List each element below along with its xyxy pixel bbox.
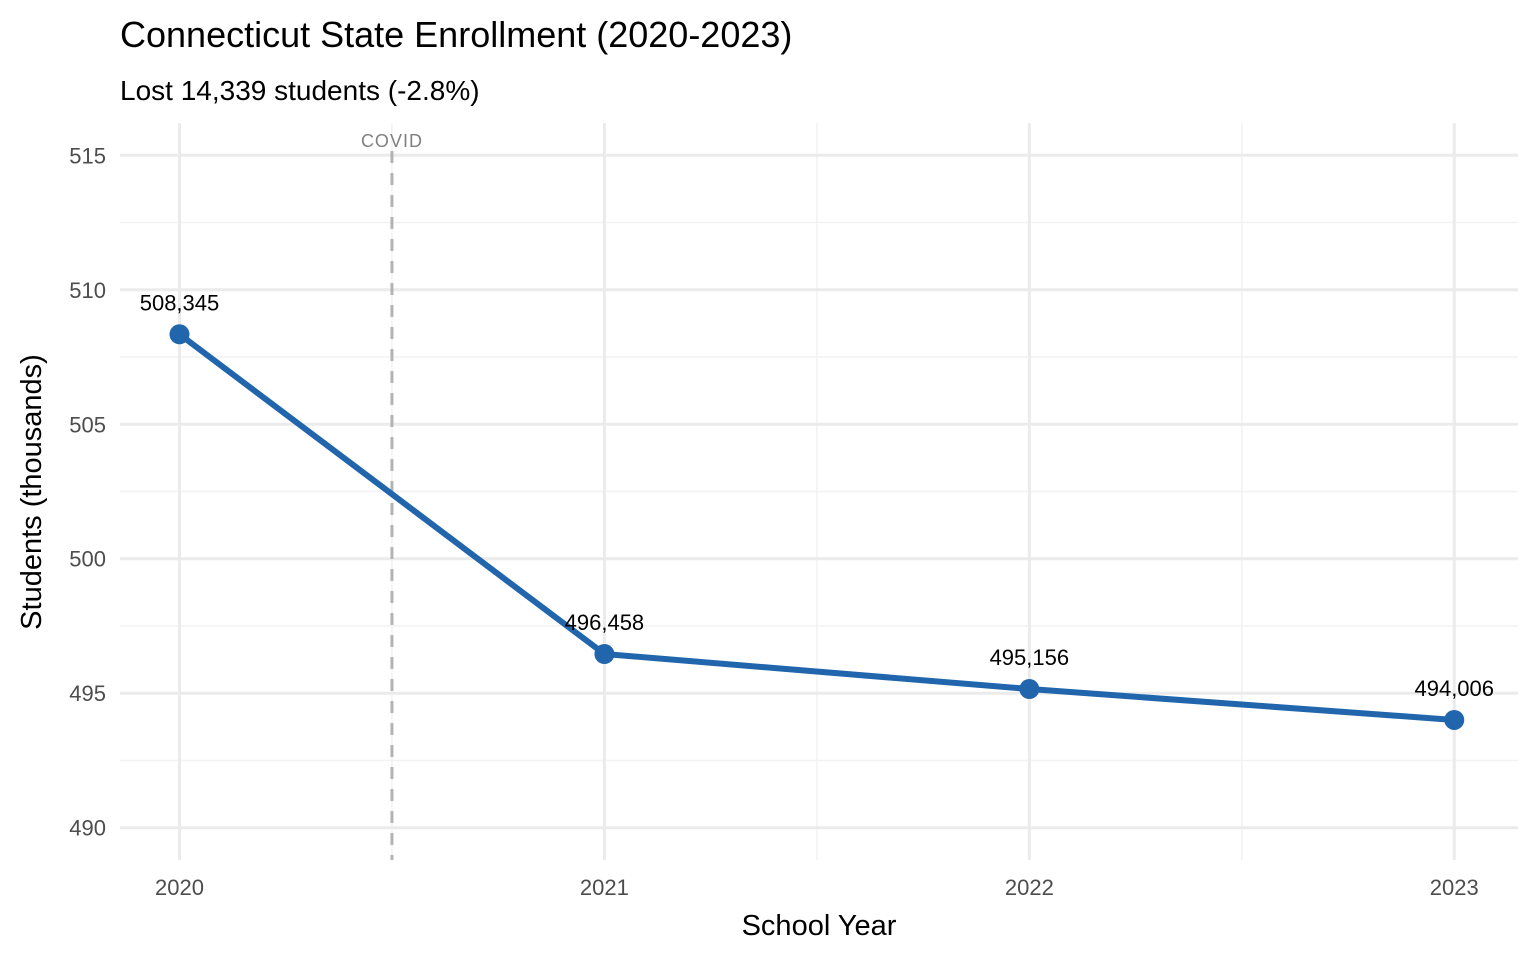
x-tick-label: 2020	[155, 875, 204, 900]
data-label: 495,156	[990, 645, 1070, 670]
y-axis-ticks: 490 495 500 505 510 515	[69, 143, 106, 840]
chart-subtitle: Lost 14,339 students (-2.8%)	[120, 75, 480, 106]
data-point	[594, 644, 615, 665]
data-label: 494,006	[1414, 676, 1494, 701]
y-tick-label: 500	[69, 547, 106, 572]
y-tick-label: 510	[69, 278, 106, 303]
y-tick-label: 505	[69, 412, 106, 437]
data-label: 496,458	[565, 610, 645, 635]
grid	[120, 123, 1518, 860]
covid-label: COVID	[361, 131, 423, 151]
x-tick-label: 2021	[580, 875, 629, 900]
x-axis-ticks: 2020 2021 2022 2023	[155, 875, 1479, 900]
data-point	[1019, 679, 1040, 700]
enrollment-line	[177, 331, 1455, 723]
y-tick-label: 490	[69, 816, 106, 841]
y-axis-title: Students (thousands)	[16, 354, 48, 630]
series: 508,345 496,458 495,156 494,006	[140, 290, 1494, 730]
data-label: 508,345	[140, 290, 220, 315]
x-axis-title: School Year	[742, 910, 897, 942]
chart-title: Connecticut State Enrollment (2020-2023)	[120, 14, 792, 55]
x-tick-label: 2023	[1430, 875, 1479, 900]
y-tick-label: 515	[69, 143, 106, 168]
data-point	[169, 324, 190, 345]
x-tick-label: 2022	[1005, 875, 1054, 900]
y-tick-label: 495	[69, 681, 106, 706]
data-point	[1444, 709, 1465, 730]
covid-annotation: COVID	[361, 131, 423, 860]
